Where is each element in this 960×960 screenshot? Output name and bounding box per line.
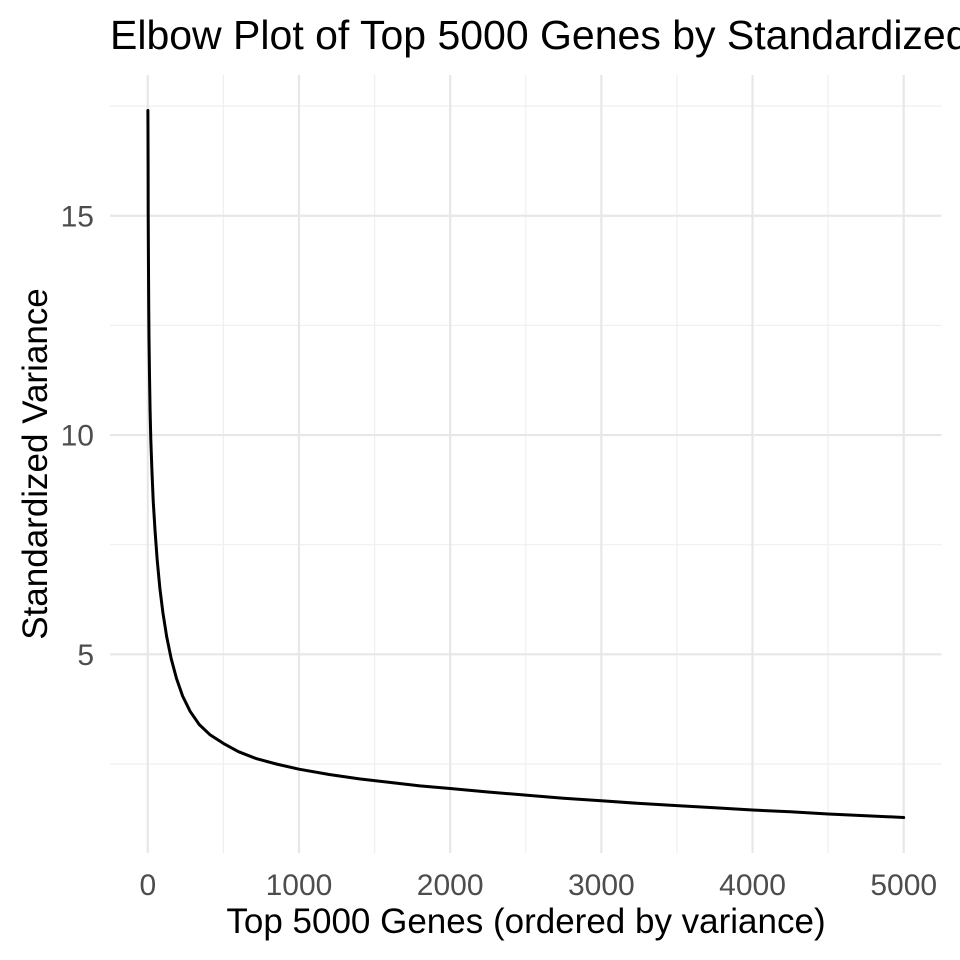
plot-title: Elbow Plot of Top 5000 Genes by Standard… <box>110 12 960 58</box>
y-axis-title: Standardized Variance <box>16 288 55 640</box>
x-tick-label: 0 <box>139 869 156 902</box>
y-tick-label: 10 <box>61 420 94 453</box>
x-tick-label: 3000 <box>568 869 635 902</box>
x-tick-label: 5000 <box>870 869 937 902</box>
y-tick-label: 5 <box>77 639 94 672</box>
x-tick-label: 4000 <box>719 869 786 902</box>
y-tick-label: 15 <box>61 200 94 233</box>
variance-curve <box>146 109 906 819</box>
x-tick-label: 2000 <box>417 869 484 902</box>
x-tick-label: 1000 <box>266 869 333 902</box>
x-axis-title: Top 5000 Genes (ordered by variance) <box>226 902 826 941</box>
